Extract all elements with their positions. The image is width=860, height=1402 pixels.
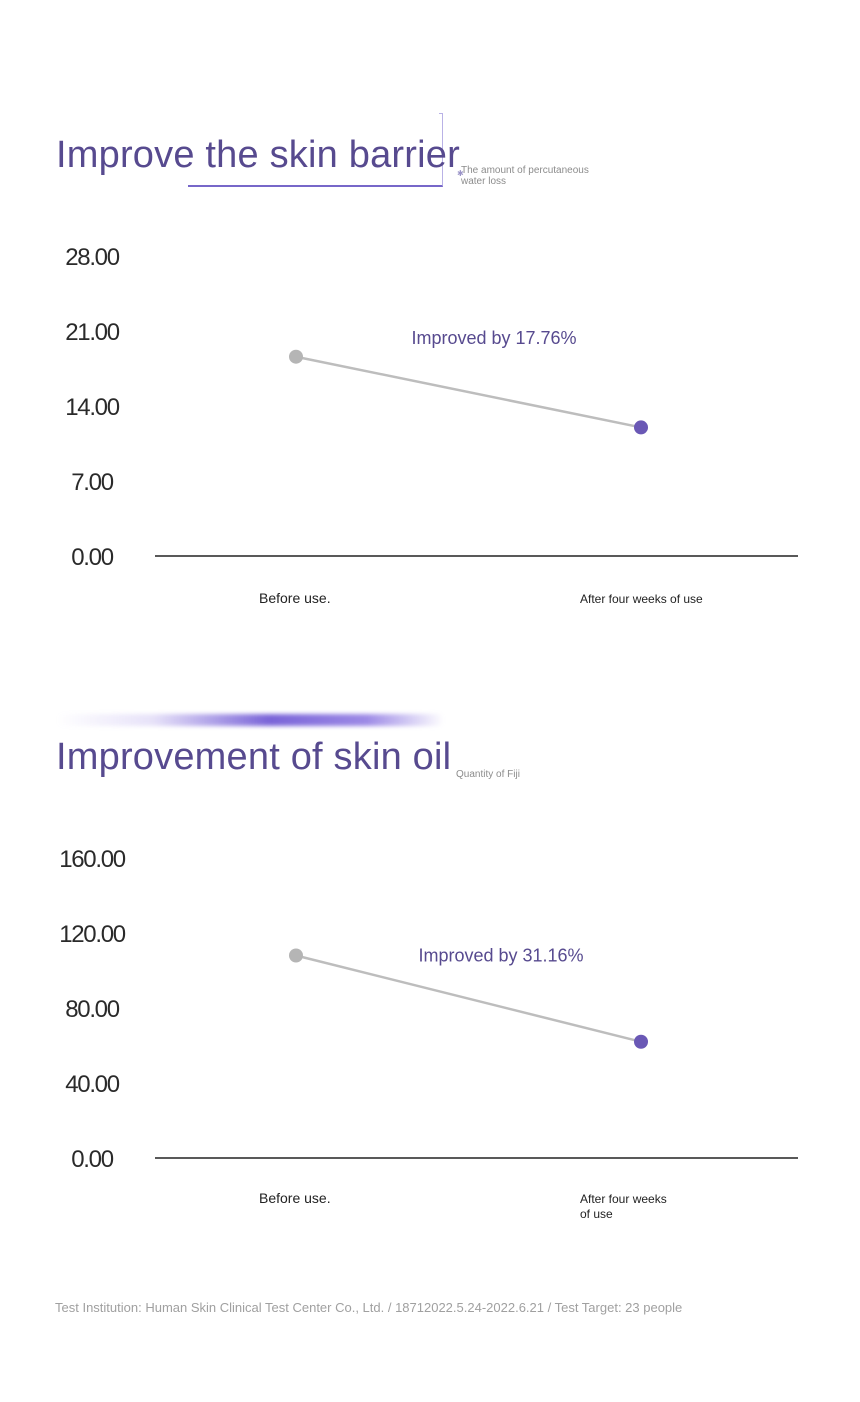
data-point-after	[634, 420, 648, 435]
y-tick-label: 0.00	[71, 544, 113, 571]
y-tick-label: 0.00	[71, 1146, 113, 1173]
x-category-label: Before use.	[259, 590, 331, 606]
y-tick-label: 160.00	[59, 846, 126, 873]
chart-plot-skin-barrier: 28.00 21.00 14.00 7.00 0.00 Improved by 17.76…	[65, 244, 798, 606]
series-line	[295, 954, 642, 1043]
y-tick-label: 7.00	[71, 469, 113, 496]
chart-plot-skin-oil: 160.00 120.00 80.00 40.00 0.00 Improved by 31…	[59, 846, 798, 1221]
chart-subtitle-text: Quantity of Fiji	[456, 769, 520, 780]
x-category-label: After four weeks of use	[580, 1192, 667, 1221]
improvement-annotation: Improved by 17.76%	[411, 328, 576, 348]
data-point-before	[289, 349, 303, 364]
y-tick-label: 40.00	[65, 1071, 120, 1098]
chart-title: Improvement of skin oil	[56, 736, 452, 778]
x-category-label: After four weeks of use	[580, 592, 703, 606]
y-tick-label: 14.00	[65, 394, 120, 421]
test-info-footer: Test Institution: Human Skin Clinical Te…	[55, 1300, 683, 1315]
improvement-annotation: Improved by 31.16%	[418, 946, 583, 966]
data-point-before	[289, 948, 303, 963]
chart-section-skin-barrier: Improve the skin barrier ✱ The amount of…	[0, 0, 860, 680]
y-tick-label: 80.00	[65, 996, 120, 1023]
y-tick-label: 28.00	[65, 244, 120, 271]
asterisk-icon: ✱	[457, 169, 464, 178]
series-line	[295, 355, 642, 429]
y-tick-label: 120.00	[59, 921, 126, 948]
x-category-label: Before use.	[259, 1190, 331, 1206]
title-glow-decoration	[56, 714, 444, 726]
data-point-after	[634, 1034, 648, 1049]
title-frame-decoration	[188, 113, 443, 187]
chart-title: Improve the skin barrier	[56, 134, 460, 176]
chart-subtitle: ✱ The amount of percutaneous water loss	[457, 165, 601, 187]
chart-subtitle-text: The amount of percutaneous water loss	[461, 165, 589, 187]
chart-section-skin-oil: Improvement of skin oil Quantity of Fiji…	[0, 680, 860, 1240]
y-tick-label: 21.00	[65, 319, 120, 346]
chart-subtitle: Quantity of Fiji	[456, 769, 576, 780]
